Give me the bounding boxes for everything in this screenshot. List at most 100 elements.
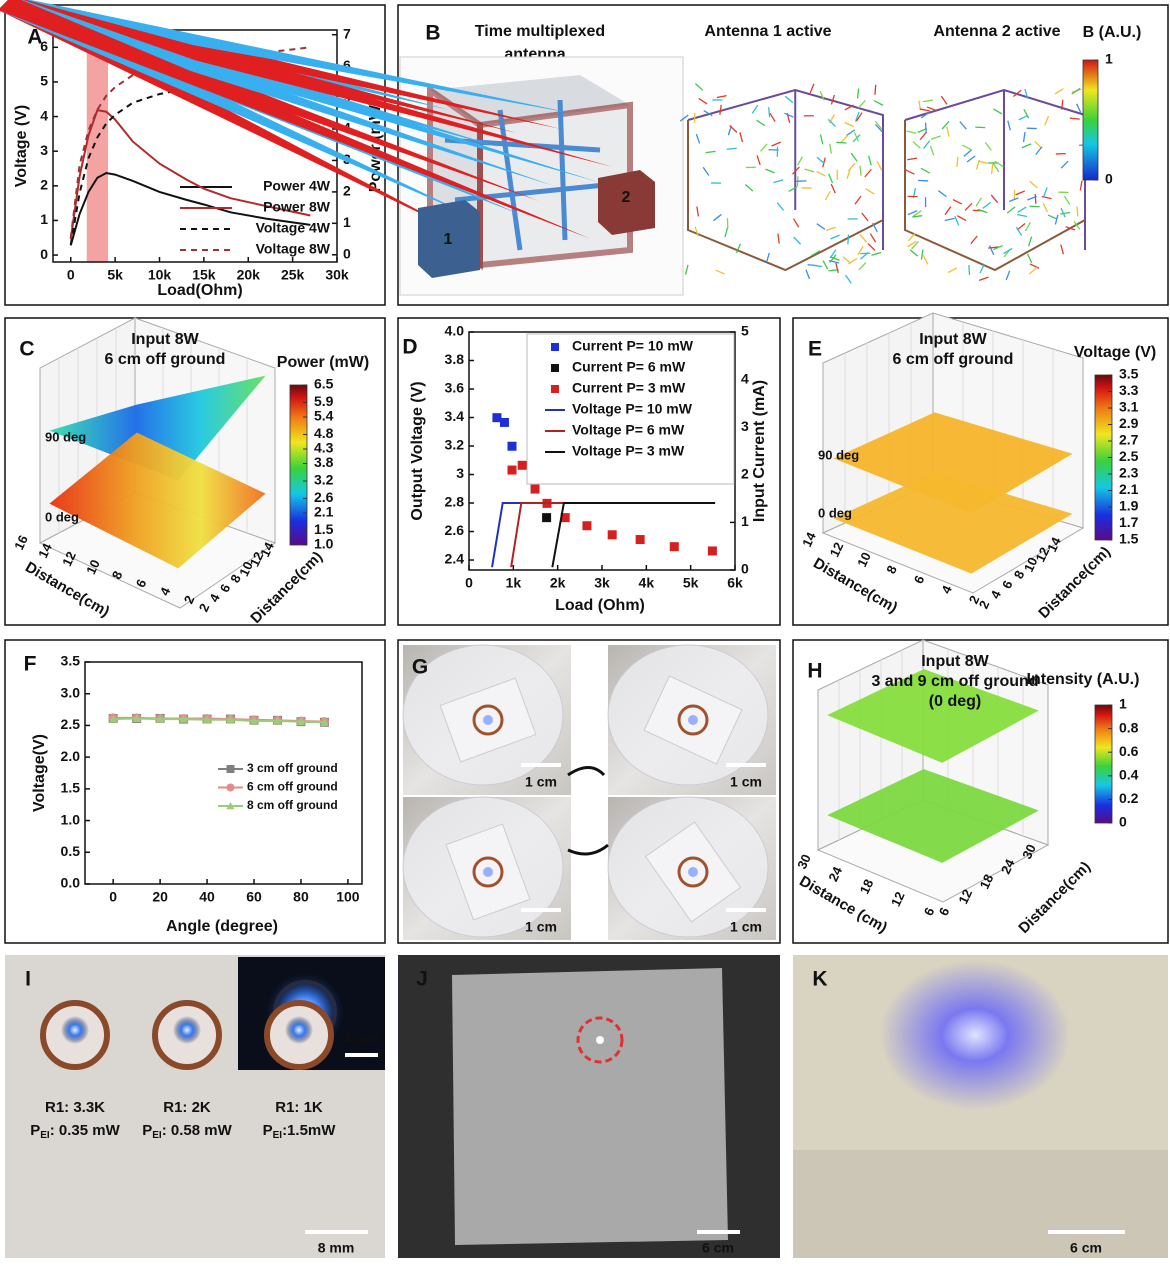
antenna-frame [688,120,883,270]
field-arrow [1044,187,1048,196]
power-symbol: P [142,1122,152,1139]
field-arrow [957,157,958,167]
field-arrow [869,156,872,166]
panel-title: 3 and 9 cm off ground [871,673,1038,690]
field-arrow [706,151,716,152]
x-tick-label: 60 [246,889,262,905]
power-symbol: P [263,1122,273,1139]
y-tick-label: 3.5 [61,653,81,669]
plane-label: 0 deg [818,505,852,520]
y2-tick-label: 4 [741,370,749,386]
colorbar-tick-label: 2.1 [1119,481,1139,497]
x-tick-label: 4k [639,575,655,591]
field-arrow [920,132,926,140]
scale-label: 4 mm [344,1031,381,1047]
field-arrow [945,207,951,215]
field-arrow [1061,161,1068,168]
y-tick-label: 3.2 [445,437,465,453]
field-arrow [955,216,959,225]
colorbar-tick-label: 3.2 [314,472,334,488]
left-axis-tick-label: 24 [825,864,845,884]
scale-label: 1 cm [525,774,557,790]
marker [608,530,617,539]
axis-title: Distance(cm) [1015,858,1094,937]
field-arrow [830,144,832,154]
field-arrow [875,85,876,95]
marker [227,765,235,773]
x-tick-label: 2k [550,575,566,591]
legend-label: Voltage P= 6 mW [572,422,685,438]
field-arrow [1080,181,1082,191]
gel-texture [793,1150,1168,1258]
field-arrow [810,84,814,93]
field-arrow [817,172,826,177]
colorbar-tick-label: 3.3 [1119,382,1139,398]
field-arrow [877,161,882,170]
colorbar-tick-label: 3.1 [1119,399,1139,415]
y2-tick-label: 2 [343,183,351,199]
field-arrow [1077,207,1078,217]
colorbar-title: B (A.U.) [1083,24,1142,41]
field-arrow [905,170,914,174]
y2-tick-label: 3 [741,418,749,434]
field-arrow [859,263,866,270]
y-tick-label: 2.4 [445,551,465,567]
colorbar-tick-label: 1.9 [1119,498,1139,514]
field-arrow [757,155,760,165]
field-arrow [1035,194,1036,204]
field-arrow [971,236,977,244]
field-arrow [1030,181,1038,188]
field-arrow [812,265,822,266]
field-arrow [908,233,915,241]
sheet [452,968,728,1245]
scale-label: 1 cm [730,919,762,935]
field-arrow [907,158,917,160]
highlight-band [87,30,108,262]
field-arrow [913,142,921,149]
field-arrow [1025,222,1030,231]
field-arrow [1055,89,1064,94]
field-arrow [836,263,838,273]
legend-label: Power 4W [263,178,331,194]
field-arrow [865,169,871,177]
field-arrow [860,235,867,242]
y-tick-label: 3.6 [445,380,465,396]
field-arrow [979,277,988,280]
y-axis-title: Voltage (V) [13,105,30,187]
power-value: : 0.35 mW [50,1122,121,1139]
field-arrow [1024,132,1025,142]
field-arrow [1017,224,1025,230]
x-tick-label: 15k [192,267,216,283]
field-arrow [1006,271,1009,280]
field-arrow [1018,207,1026,212]
y-tick-label: 1.5 [61,780,81,796]
field-arrow [983,202,991,208]
field-arrow [713,214,721,220]
marker [508,466,517,475]
field-arrow [696,134,699,143]
field-arrow [1008,121,1011,131]
field-arrow [1070,118,1080,119]
power-subscript: EI [40,1130,50,1141]
field-arrow [860,166,861,176]
x-tick-label: 20k [237,267,261,283]
field-arrow [907,131,917,133]
right-axis-tick-label: 4 [206,591,223,605]
right-axis-tick-label: 6 [936,905,953,918]
field-arrow [697,207,699,217]
field-arrow [1064,196,1069,204]
y2-tick-label: 1 [343,214,351,230]
marker [551,385,559,393]
field-arrow [798,157,803,166]
colorbar [1095,705,1112,823]
scale-label: 6 cm [702,1240,734,1256]
panel-letter: G [412,656,428,679]
plane-label: 90 deg [45,429,86,444]
colorbar-tick-label: 3.5 [1119,366,1139,382]
panel-title: (0 deg) [929,693,981,710]
colorbar-title: Power (mW) [277,354,369,371]
field-arrow [804,169,814,172]
field-arrow [1036,147,1042,155]
plane-label: 90 deg [818,447,859,462]
x-tick-label: 100 [336,889,360,905]
